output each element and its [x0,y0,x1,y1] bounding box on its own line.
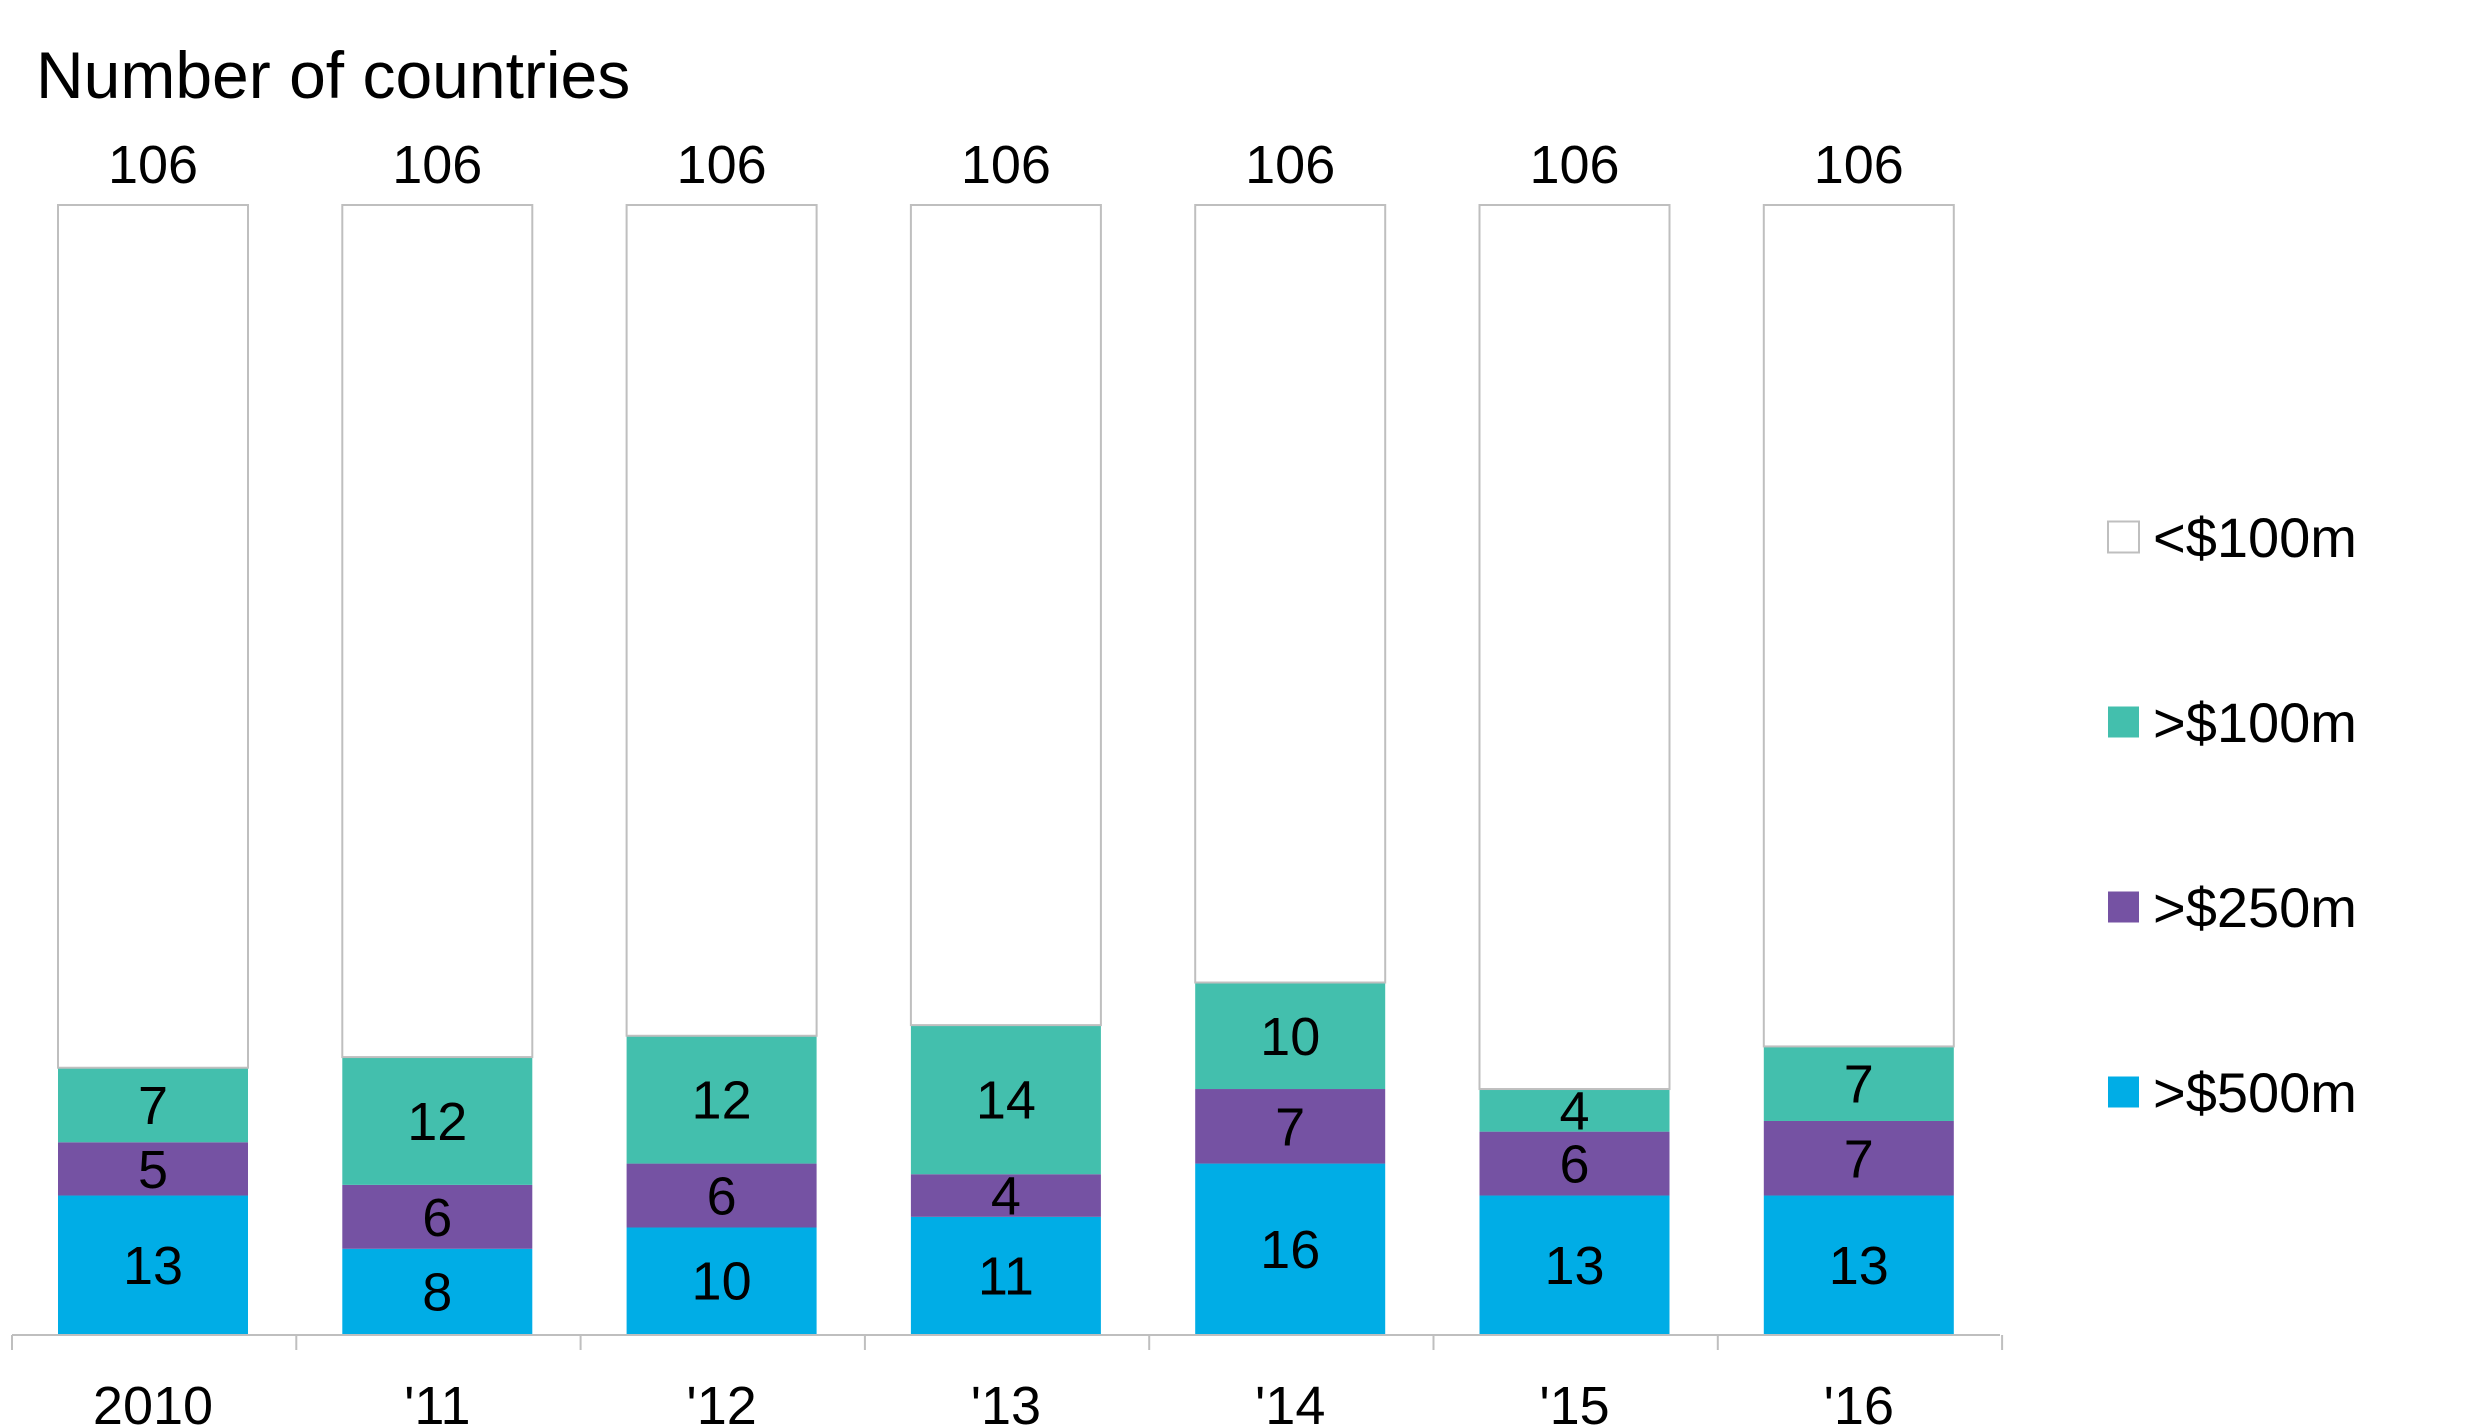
legend-swatch-gt-250m [2108,891,2139,923]
bar-segment-gt-100m [626,1035,817,1164]
legend-swatch-gt-500m [2108,1076,2139,1108]
bar-segment-gt-100m [1763,1046,1954,1121]
x-tick-label: '14 [1255,1376,1325,1426]
bar-segment-gt-500m [1195,1163,1386,1334]
legend-label-gt-500m: >$500m [2153,1061,2357,1124]
data-label-gt-250m: 7 [1275,1097,1305,1157]
bar-segment-lt-100m [57,204,249,1069]
bar-segment-gt-100m [342,1057,533,1185]
bar-segment-gt-250m [910,1174,1101,1217]
bar-total-label: 106 [1814,135,1904,195]
data-label-gt-500m: 11 [978,1246,1034,1306]
data-label-gt-500m: 16 [1260,1220,1320,1280]
x-tick-label: '15 [1539,1376,1609,1426]
legend-label-gt-100m: >$100m [2153,691,2357,754]
bar-segment-gt-250m [58,1142,248,1196]
bar-segment-gt-250m [626,1163,817,1228]
data-label-gt-100m: 10 [1260,1007,1320,1067]
bar-segment-gt-100m [910,1025,1101,1175]
legend: <$100m >$100m >$250m >$500m [2107,506,2357,1124]
legend-label-gt-250m: >$250m [2153,876,2357,939]
legend-swatch-lt-100m [2107,520,2140,554]
bar-total-label: 106 [392,135,482,195]
x-tick-label: '16 [1824,1376,1894,1426]
bar-segment-lt-100m [341,204,534,1059]
data-label-gt-500m: 13 [1829,1236,1889,1296]
bar-segment-gt-500m [1479,1195,1670,1334]
bar-segment-lt-100m [1762,204,1955,1048]
legend-label-lt-100m: <$100m [2153,506,2357,569]
bar-segment-lt-100m [1194,204,1387,984]
bar-segment-gt-500m [58,1195,248,1334]
x-tick-label: '11 [404,1376,470,1426]
data-label-gt-250m: 6 [1559,1135,1589,1195]
data-label-gt-500m: 8 [422,1262,452,1322]
bar-segment-gt-500m [910,1216,1101,1334]
bar-total-label: 106 [108,135,198,195]
data-label-gt-250m: 5 [138,1140,168,1200]
legend-swatch-gt-100m [2108,706,2139,738]
bar-segment-gt-250m [1479,1131,1670,1196]
bar-total-label: 106 [1529,135,1619,195]
data-label-gt-250m: 6 [707,1167,737,1227]
bar-segment-gt-100m [58,1067,248,1143]
bar-total-label: 106 [961,135,1051,195]
data-label-gt-500m: 13 [123,1236,183,1296]
x-tick-label: '12 [686,1376,756,1426]
bar-segment-lt-100m [625,204,818,1037]
data-label-gt-250m: 4 [991,1167,1021,1227]
plot-area: 1357106861210610612106114141061671010613… [57,135,1955,1334]
x-tick-label: '13 [971,1376,1041,1426]
data-label-gt-250m: 6 [422,1188,452,1248]
data-label-gt-500m: 13 [1544,1236,1604,1296]
bar-segment-gt-250m [1763,1120,1954,1196]
x-axis: 2010 '11 '12 '13 '14 '15 '16 [11,1334,2004,1426]
data-label-gt-250m: 7 [1844,1129,1874,1189]
x-tick-label: 2010 [93,1376,213,1426]
bar-segment-gt-250m [342,1184,533,1249]
data-label-gt-500m: 10 [692,1252,752,1312]
bar-segment-gt-500m [626,1227,817,1334]
bar-total-label: 106 [1245,135,1335,195]
data-label-gt-100m: 7 [138,1076,168,1136]
bar-segment-gt-500m [342,1248,533,1334]
data-label-gt-100m: 14 [976,1071,1036,1131]
data-label-gt-100m: 12 [692,1071,752,1131]
data-label-gt-100m: 7 [1844,1055,1874,1115]
bar-segment-gt-250m [1195,1089,1386,1164]
bar-total-label: 106 [677,135,767,195]
bar-segment-lt-100m [1478,204,1671,1091]
bar-segment-gt-100m [1195,982,1386,1090]
data-label-gt-100m: 12 [407,1092,467,1152]
data-label-gt-100m: 4 [1559,1081,1589,1141]
bar-segment-gt-100m [1479,1089,1670,1132]
chart-title: Number of countries [36,38,630,112]
bar-segment-gt-500m [1763,1195,1954,1334]
bar-segment-lt-100m [909,204,1102,1027]
